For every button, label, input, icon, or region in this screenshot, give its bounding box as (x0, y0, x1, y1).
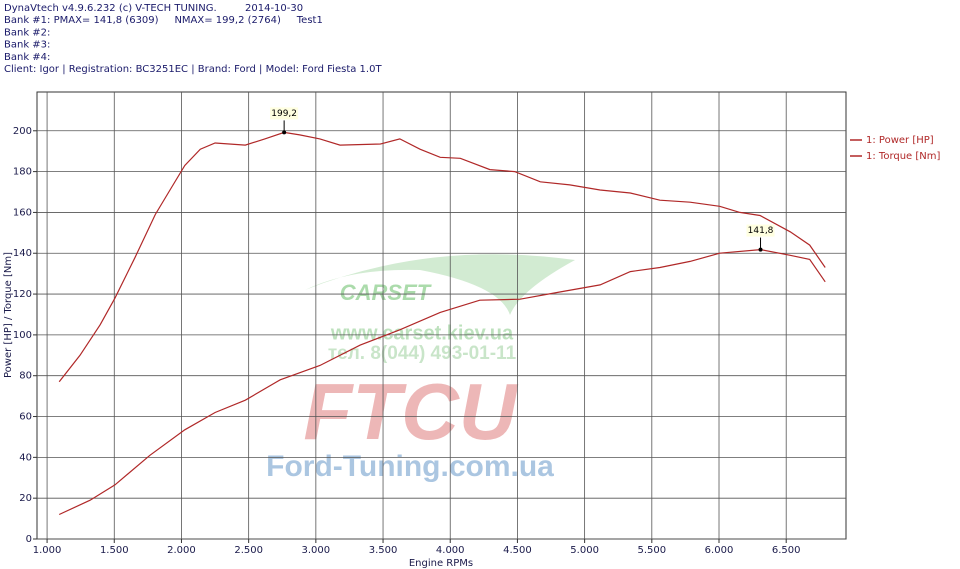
series-line (58, 131, 826, 383)
y-tick-label: 80 (19, 371, 32, 382)
annotation-box (270, 107, 299, 120)
annotation-label: 141,8 (748, 226, 774, 236)
date: 2014-10-30 (245, 3, 303, 14)
y-tick-label: 60 (19, 412, 32, 423)
y-axis-label: Power [HP] / Torque [Nm] (3, 252, 14, 378)
x-tick-label: 1.500 (100, 545, 129, 556)
header-line: DynaVtech v4.9.6.232 (c) V-TECH TUNING. (4, 3, 217, 14)
legend-label: 1: Torque [Nm] (866, 151, 941, 162)
x-tick-label: 6.500 (772, 545, 801, 556)
x-tick-label: 1.000 (33, 545, 62, 556)
annotation-label: 199,2 (271, 109, 297, 119)
x-tick-label: 2.000 (167, 545, 196, 556)
watermark: www.carset.kiev.ua (330, 322, 514, 344)
x-tick-label: 5.000 (570, 545, 599, 556)
watermark: Ford-Tuning.com.ua (266, 450, 554, 483)
x-tick-label: 4.500 (503, 545, 532, 556)
x-tick-label: 4.000 (436, 545, 465, 556)
annotation-box (746, 224, 775, 237)
x-tick-label: 5.500 (637, 545, 666, 556)
watermark: тел. 8(044) 493-01-11 (328, 343, 517, 364)
x-tick-label: 3.000 (302, 545, 331, 556)
y-tick-label: 120 (13, 289, 32, 300)
series-line (58, 248, 826, 516)
legend-label: 1: Power [HP] (866, 135, 934, 146)
watermark: CARSET (340, 280, 432, 305)
y-tick-label: 180 (13, 167, 32, 178)
header-line: Bank #4: (4, 52, 50, 63)
y-tick-label: 160 (13, 207, 32, 218)
header-line: Bank #1: PMAX= 141,8 (6309) NMAX= 199,2 … (4, 15, 323, 26)
y-tick-label: 20 (19, 493, 32, 504)
header-line: Client: Igor | Registration: BC3251EC | … (4, 64, 382, 75)
header-line: Bank #2: (4, 27, 50, 38)
x-tick-label: 6.000 (705, 545, 734, 556)
x-tick-label: 2.500 (234, 545, 263, 556)
x-axis-label: Engine RPMs (409, 558, 473, 569)
y-tick-label: 200 (13, 126, 32, 137)
y-tick-label: 0 (26, 534, 32, 545)
plot-area (36, 91, 847, 540)
y-tick-label: 100 (13, 330, 32, 341)
y-tick-label: 140 (13, 248, 32, 259)
y-tick-label: 40 (19, 452, 32, 463)
header-line: Bank #3: (4, 40, 50, 51)
x-tick-label: 3.500 (369, 545, 398, 556)
watermark: FTCU (303, 367, 519, 456)
